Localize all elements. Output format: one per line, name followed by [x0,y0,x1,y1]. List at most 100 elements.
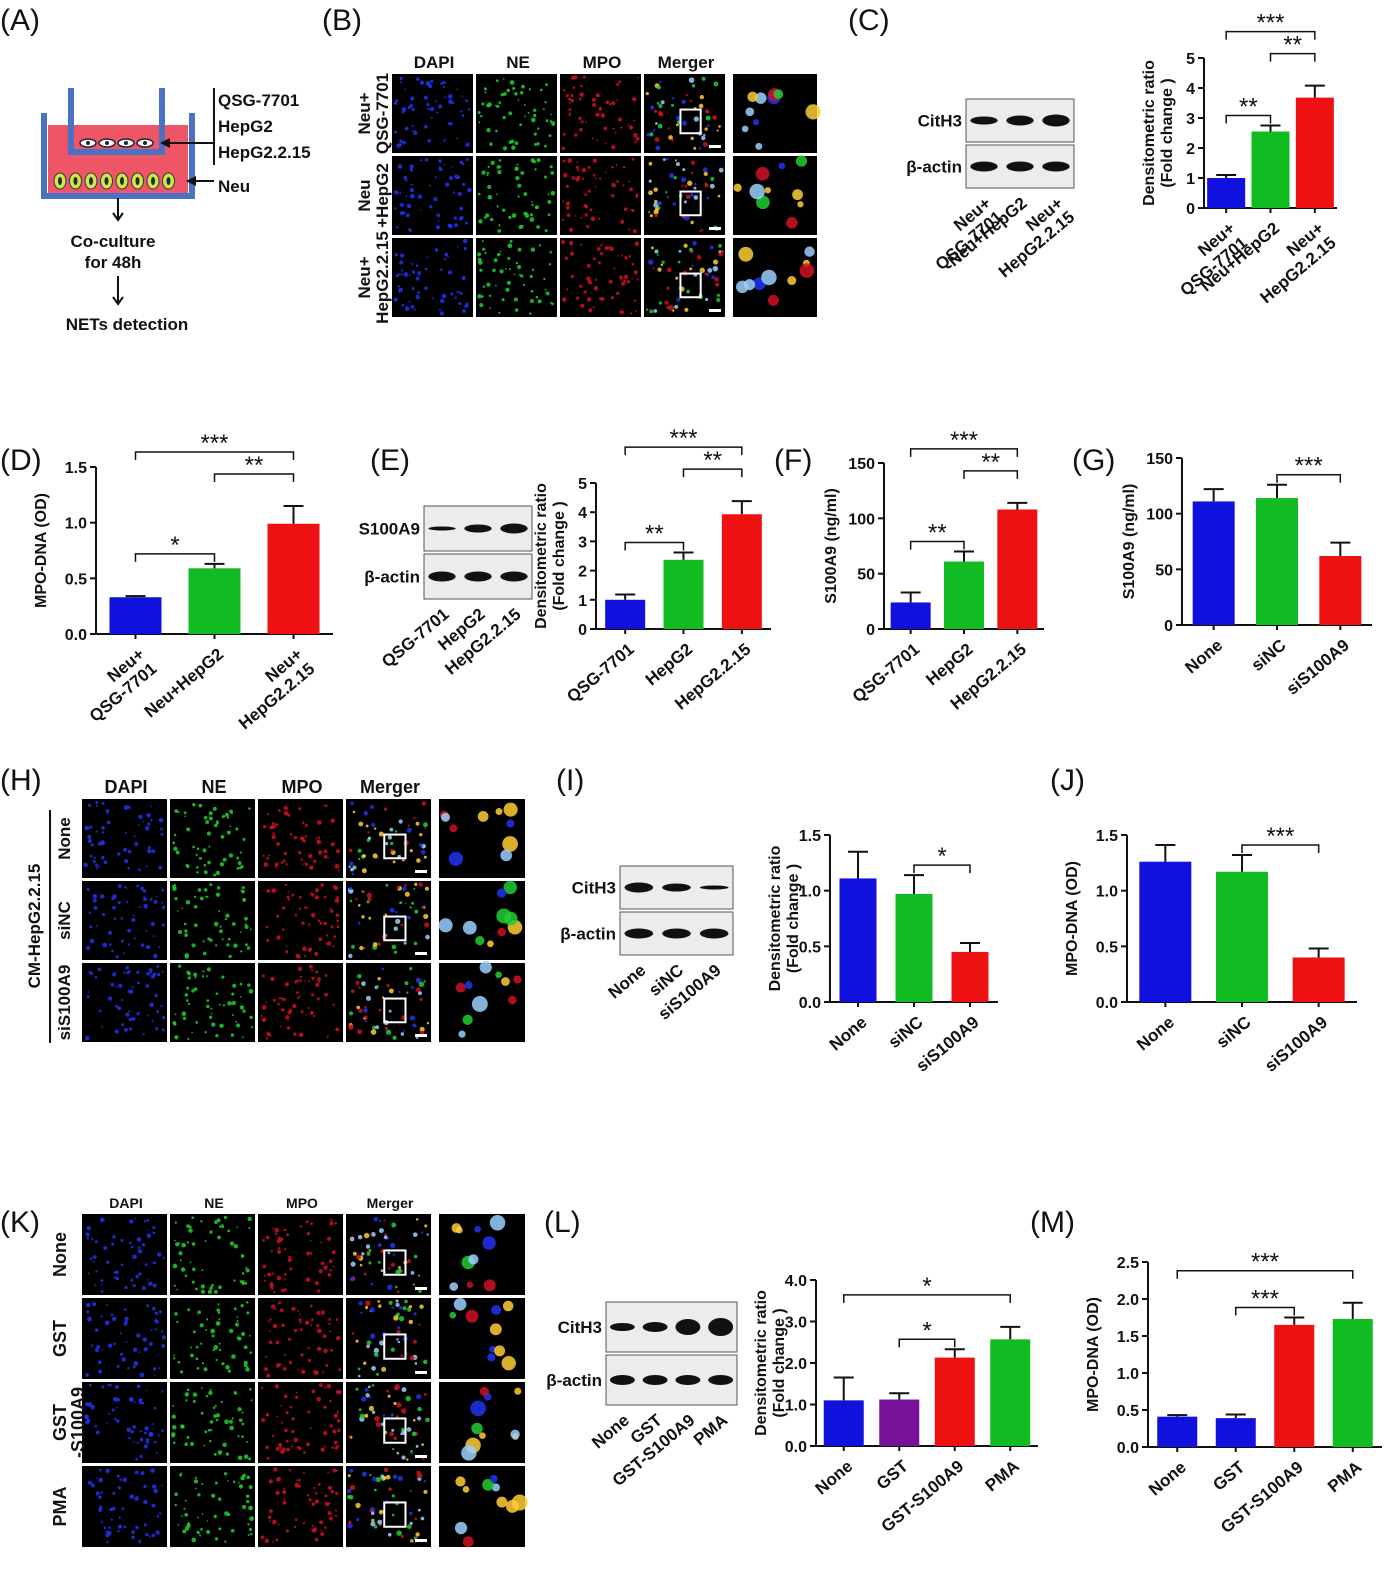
cell-signal [148,968,153,973]
cell-signal [375,1025,380,1030]
cell-signal [611,101,616,106]
cell-signal [115,985,118,988]
cell-signal [547,200,552,205]
cell-signal [349,1236,355,1242]
cell-signal [489,217,494,222]
cell-signal [88,971,91,974]
cell-signal [444,182,450,187]
cell-signal [455,1226,463,1234]
cell-signal [423,1392,427,1396]
cell-signal [330,1489,335,1494]
cell-signal [406,203,412,209]
cell-signal [298,1032,304,1037]
cell-signal [804,246,815,257]
cell-signal [329,907,332,910]
cell-signal [184,815,187,818]
cell-signal [387,1532,392,1537]
cell-signal [330,1218,333,1221]
cell-signal [176,1288,178,1291]
cell-signal [368,1396,372,1399]
cell-signal [637,77,639,79]
cell-signal [184,1512,189,1517]
cell-signal [103,1526,107,1530]
cell-signal [387,1284,393,1290]
zoom-box [383,997,407,1024]
panel-label-I: (I) [556,764,584,797]
panel-label-E: (E) [370,444,410,477]
significance-bracket [1225,114,1272,124]
cell-signal [363,811,369,816]
cell-signal [454,296,457,299]
cell-signal [358,986,361,990]
cell-signal [248,1505,253,1511]
protein-band [970,116,998,125]
cell-signal [320,1529,323,1532]
cell-signal [115,1276,120,1281]
cell-signal [335,1514,338,1517]
panel-label-K: (K) [0,1206,40,1239]
cell-signal [120,939,124,943]
protein-band [464,571,492,582]
cell-signal [613,267,616,270]
cell-signal [131,917,136,922]
cell-signal [481,295,484,298]
cell-signal [467,108,471,111]
protein-band [500,571,528,582]
cell-signal [332,1003,335,1006]
cell-signal [210,1007,213,1010]
cell-signal [329,909,334,914]
cell-signal [244,916,248,921]
cell-signal [550,170,555,175]
cell-signal [388,1009,392,1013]
cell-signal [440,81,444,85]
cell-signal [185,900,191,905]
cell-signal [399,202,404,208]
cell-signal [241,1411,244,1414]
cell-signal [276,1275,282,1281]
cell-signal [397,1475,403,1482]
cell-signal [405,195,408,198]
y-axis-label: Densitometric ratio(Fold change ) [767,845,802,991]
cell-signal [198,803,203,808]
cell-signal [296,1310,299,1313]
cell-signal [120,1238,124,1242]
x-tick-label: GST [1209,1457,1248,1494]
cell-signal [221,1362,225,1366]
cell-signal [101,826,105,830]
cell-signal [137,823,140,826]
cell-signal [248,807,251,810]
cell-signal [404,981,409,986]
cell-signal [222,857,227,862]
cell-signal [215,1413,221,1418]
cell-signal [91,1237,94,1241]
cell-signal [350,1261,356,1267]
cell-signal [330,925,334,929]
cell-signal [112,1235,116,1239]
cell-signal [333,1440,338,1445]
cell-signal [465,142,470,147]
cell-signal [398,1305,403,1310]
bar [879,1399,920,1446]
cell-signal [462,1536,474,1548]
bar [823,1400,864,1446]
cell-signal [388,1487,392,1491]
cell-signal [681,184,684,187]
cell-signal [498,311,501,314]
cell-signal [153,953,158,959]
cell-signal [534,142,538,147]
cell-signal [444,252,449,257]
cell-signal [133,1401,136,1404]
cell-signal [395,1299,399,1303]
protein-band [708,1375,734,1385]
cell-signal [97,1360,102,1365]
cell-signal [370,1233,373,1236]
cell-signal [117,1529,120,1533]
cell-signal [449,1282,459,1291]
cell-signal [174,1492,178,1497]
cell-signal [294,980,298,984]
blot-lane-label: None [605,961,650,1003]
cell-signal [329,1348,334,1352]
cell-signal [620,126,623,129]
cell-signal [229,825,232,828]
cell-signal [396,274,400,278]
